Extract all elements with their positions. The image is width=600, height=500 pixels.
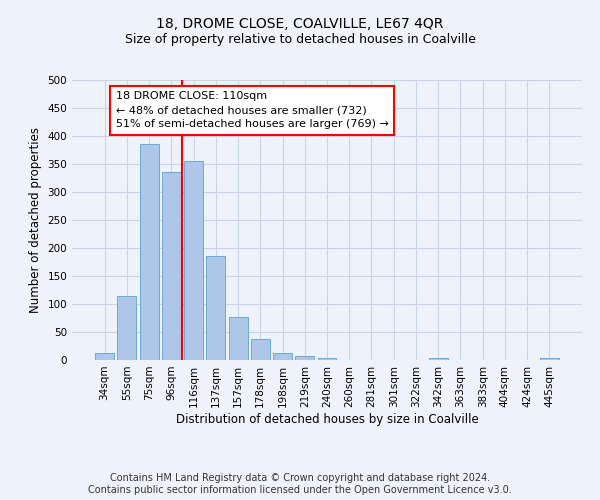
Bar bbox=[162, 172, 181, 360]
Bar bbox=[540, 358, 559, 360]
Bar bbox=[251, 338, 270, 360]
Text: 18 DROME CLOSE: 110sqm
← 48% of detached houses are smaller (732)
51% of semi-de: 18 DROME CLOSE: 110sqm ← 48% of detached… bbox=[116, 91, 389, 129]
Y-axis label: Number of detached properties: Number of detached properties bbox=[29, 127, 42, 313]
Bar bbox=[273, 354, 292, 360]
Bar bbox=[184, 161, 203, 360]
Text: Size of property relative to detached houses in Coalville: Size of property relative to detached ho… bbox=[125, 32, 475, 46]
Bar bbox=[206, 256, 225, 360]
Bar bbox=[118, 296, 136, 360]
Bar bbox=[140, 144, 158, 360]
Text: 18, DROME CLOSE, COALVILLE, LE67 4QR: 18, DROME CLOSE, COALVILLE, LE67 4QR bbox=[157, 18, 443, 32]
Bar bbox=[429, 358, 448, 360]
Bar bbox=[95, 354, 114, 360]
Bar bbox=[317, 358, 337, 360]
Bar bbox=[229, 318, 248, 360]
X-axis label: Distribution of detached houses by size in Coalville: Distribution of detached houses by size … bbox=[176, 412, 478, 426]
Text: Contains HM Land Registry data © Crown copyright and database right 2024.
Contai: Contains HM Land Registry data © Crown c… bbox=[88, 474, 512, 495]
Bar bbox=[295, 356, 314, 360]
